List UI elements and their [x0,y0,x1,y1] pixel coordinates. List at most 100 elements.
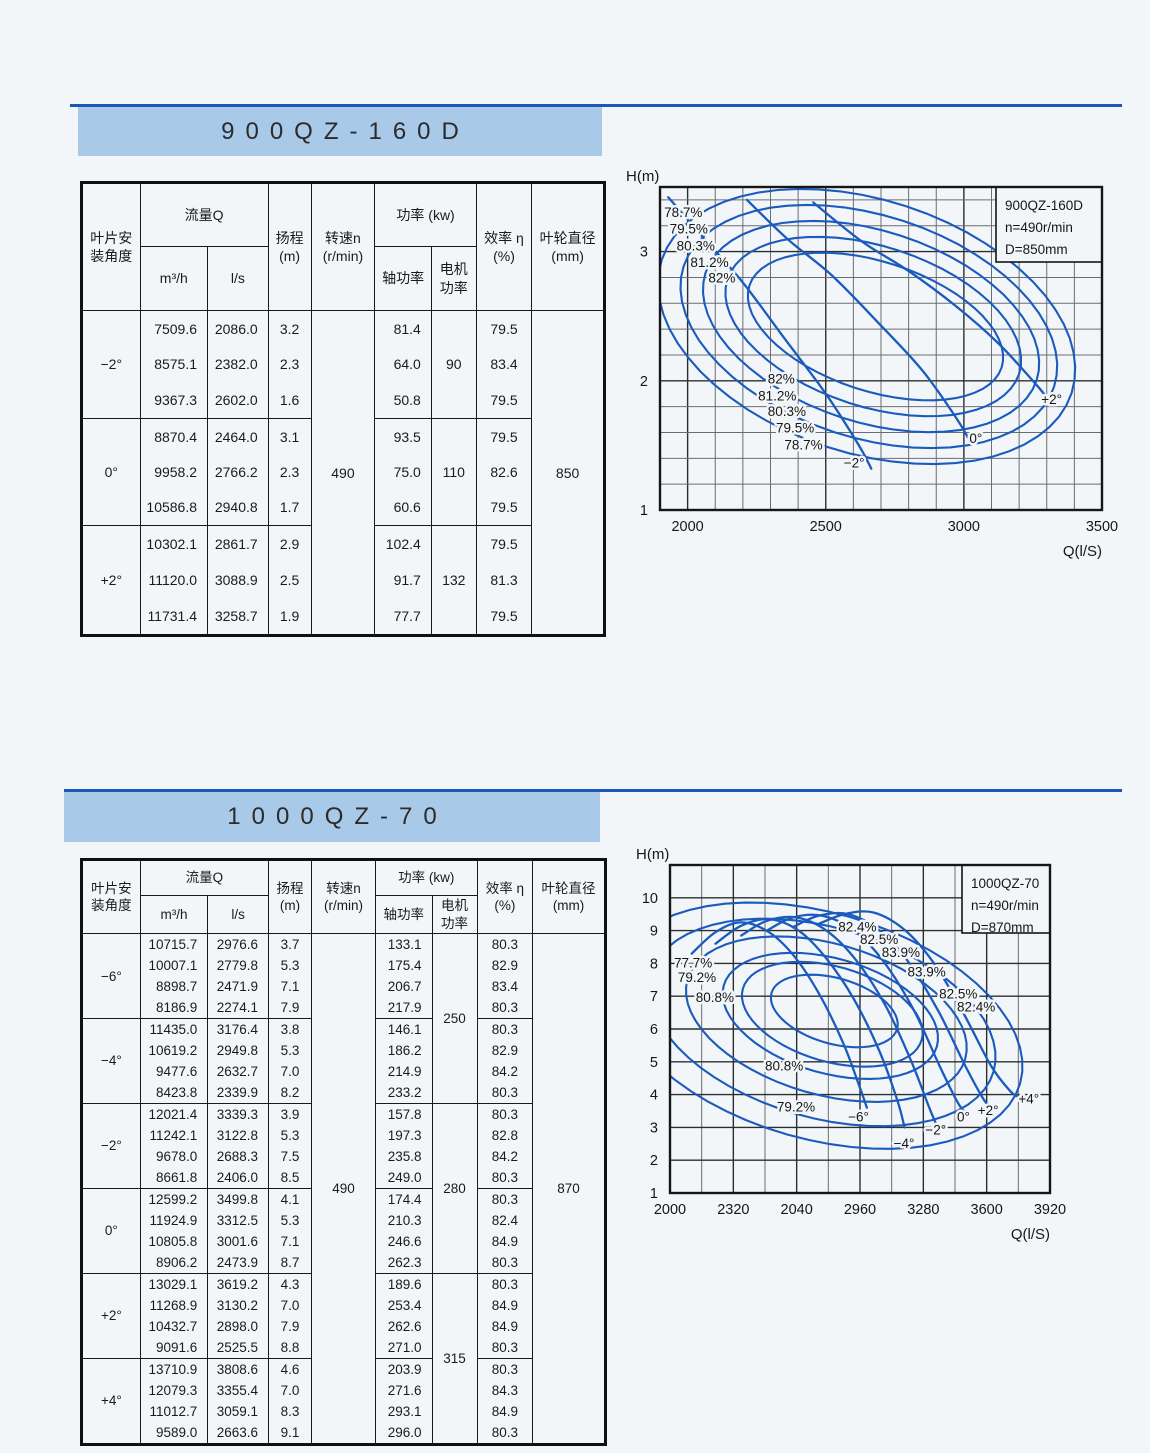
table-row: +2° 10302.1 2861.7 2.9 102.4 132 79.5 [81,525,605,636]
shaft-power-cell: 175.4 [374,955,433,977]
header-motor-power: 电机 功率 [430,246,477,311]
flow-ls-cell: 2632.7 [207,1060,270,1082]
head-cell: 7.0 [268,1294,313,1316]
efficiency-contour [670,901,1024,1150]
efficiency-label: 79.5% [670,222,708,237]
head-cell: 4.1 [268,1187,313,1210]
flow-m3h-cell: 10619.2 [139,1040,209,1061]
table-row: 8186.9 2274.1 7.9 217.9 80.3 [82,996,606,1019]
angle-label: +2° [978,1103,999,1118]
flow-m3h-cell: 10007.1 [139,955,209,977]
table-row: 10586.8 2940.8 1.7 60.6 79.5 [82,489,605,526]
efficiency-cell: 80.3 [476,1018,534,1041]
head-cell: 2.5 [267,562,312,598]
table-row: 9678.0 2688.3 7.5 235.8 84.2 [82,1145,606,1167]
efficiency-label: 80.3% [677,238,715,253]
head-cell: 8.5 [268,1166,313,1189]
legend-line: D=850mm [1005,242,1068,257]
head-cell: 8.3 [268,1400,313,1422]
x-tick-label: 3280 [907,1202,939,1218]
table-row: +2° 13029.1 3619.2 4.3 189.6 315 80.3 [81,1272,606,1445]
efficiency-contour [670,917,997,1128]
efficiency-label: 80.8% [696,990,734,1005]
header-power: 功率 (kw) [374,182,477,247]
efficiency-label: 82% [768,372,795,387]
table-row: 8906.2 2473.9 8.7 262.3 80.3 [82,1251,606,1274]
table-row: 11924.9 3312.5 5.3 210.3 82.4 [82,1209,606,1231]
table-row: 9091.6 2525.5 8.8 271.0 80.3 [82,1336,606,1359]
angle-label: +4° [1018,1092,1039,1107]
shaft-power-cell: 77.7 [374,597,432,636]
speed-cell: 490 [311,933,376,1445]
legend-line: D=870mm [971,920,1034,935]
efficiency-label: 83.9% [882,945,920,960]
header-efficiency: 效率 η (%) [475,182,533,311]
y-tick-label: 8 [650,956,658,972]
table-body: −6° 10715.7 2976.6 3.7 490 133.1 250 80.3 870 100… [81,933,606,1445]
header-diameter: 叶轮直径 (mm) [531,182,605,311]
efficiency-label: 78.7% [664,205,702,220]
section-banner-1: 900QZ-160D [78,107,602,156]
flow-m3h-cell: 9091.6 [139,1336,209,1359]
flow-m3h-cell: 8898.7 [139,976,209,997]
efficiency-cell: 80.3 [476,1081,534,1104]
header-efficiency: 效率 η (%) [476,858,534,935]
efficiency-label: 83.9% [908,965,946,980]
table-row: −4° 11435.0 3176.4 3.8 146.1 80.3 [81,1018,606,1104]
flow-ls-cell: 2861.7 [207,525,269,563]
legend-line: 1000QZ-70 [971,876,1039,891]
head-cell: 4.3 [268,1272,313,1295]
efficiency-contour [685,935,968,1103]
table-row: 9958.2 2766.2 2.3 75.0 82.6 [82,454,605,490]
table-row: 10619.2 2949.8 5.3 186.2 82.9 [82,1040,606,1061]
shaft-power-cell: 75.0 [374,454,432,490]
performance-chart-1: 78.7%79.5%80.3%81.2%82%82%81.2%80.3%79.5… [626,168,1118,560]
plot-border [668,863,1052,1195]
blade-angle-curve [667,196,873,470]
efficiency-cell: 82.6 [475,454,533,490]
shaft-power-cell: 217.9 [374,996,433,1019]
angle-cell: −4° [81,1018,141,1104]
flow-m3h-cell: 11924.9 [139,1209,209,1231]
efficiency-label: 79.2% [777,1100,815,1115]
head-cell: 2.9 [267,525,312,563]
x-axis-title: Q(l/S) [1063,543,1102,560]
efficiency-label: 79.5% [776,421,814,436]
shaft-power-cell: 60.6 [374,489,432,526]
header-speed: 转速n (r/min) [310,182,376,311]
table-row: 0° 12599.2 3499.8 4.1 174.4 80.3 [81,1187,606,1274]
efficiency-label: 81.2% [690,255,728,270]
efficiency-contour [701,219,1041,434]
efficiency-cell: 80.3 [476,933,534,956]
motor-power-cell: 280 [431,1102,478,1274]
x-tick-label: 3500 [1086,519,1118,535]
head-cell: 2.3 [267,454,312,490]
efficiency-label: 81.2% [758,388,796,403]
section-banner-2: 1000QZ-70 [64,792,600,842]
shaft-power-cell: 253.4 [374,1294,433,1316]
flow-ls-cell: 3499.8 [207,1187,270,1210]
x-tick-label: 3000 [948,519,980,535]
y-tick-label: 3 [640,245,648,261]
efficiency-cell: 84.3 [476,1379,534,1401]
table-header: 叶片安 装角度 流量Q 扬程 (m) 转速n (r/min) 功率 (kw) 效率 η (… [81,182,605,311]
table-row: 9589.0 2663.6 9.1 296.0 80.3 [82,1421,606,1445]
y-tick-label: 1 [640,503,648,519]
efficiency-contour [679,203,1059,450]
blade-angle-curve [817,910,1022,1100]
head-cell: 1.6 [267,381,312,419]
header-shaft-power: 轴功率 [374,894,433,935]
shaft-power-cell: 214.9 [374,1060,433,1082]
table-row: 9477.6 2632.7 7.0 214.9 84.2 [82,1060,606,1082]
chart-curves [670,901,1024,1150]
flow-ls-cell: 2473.9 [207,1251,270,1274]
flow-ls-cell: 2898.0 [207,1315,270,1337]
flow-ls-cell: 2406.0 [207,1166,270,1189]
angle-cell: 0° [81,417,141,526]
flow-ls-cell: 3176.4 [207,1018,270,1041]
speed-cell: 490 [310,310,376,636]
x-tick-label: 2000 [654,1202,686,1218]
table-row: 11731.4 3258.7 1.9 77.7 79.5 [82,597,605,636]
flow-m3h-cell: 11242.1 [139,1124,209,1146]
